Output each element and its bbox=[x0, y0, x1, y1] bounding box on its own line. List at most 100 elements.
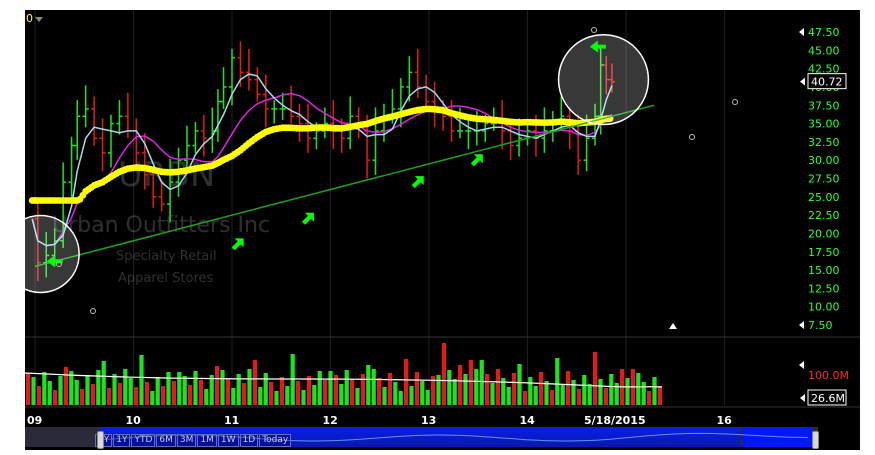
volume-bar-up bbox=[112, 374, 117, 405]
volume-bar-up bbox=[236, 374, 241, 405]
scroll-up-icon bbox=[669, 323, 677, 329]
volume-bar-down bbox=[387, 373, 392, 405]
x-tick-label: 13 bbox=[421, 414, 436, 427]
volume-bar-up bbox=[641, 382, 646, 405]
volume-bar-down bbox=[171, 381, 176, 405]
candle-up bbox=[541, 107, 548, 153]
marker-ring bbox=[56, 261, 62, 267]
y-tick-label: 22.50 bbox=[808, 209, 840, 222]
volume-bar-up bbox=[209, 375, 214, 405]
volume-bar-down bbox=[377, 378, 382, 405]
volume-bar-up bbox=[452, 379, 457, 405]
volume-bar-down bbox=[441, 343, 446, 405]
volume-bar-up bbox=[312, 385, 317, 405]
volume-bar-down bbox=[333, 375, 338, 405]
volume-bar-up bbox=[328, 371, 333, 405]
candle-up bbox=[558, 96, 565, 131]
volume-bar-down bbox=[269, 382, 274, 405]
volume-bar-up bbox=[528, 377, 533, 405]
volume-bar-up bbox=[31, 377, 36, 405]
marker-ring bbox=[732, 99, 738, 105]
volume-bar-down bbox=[306, 376, 311, 405]
volume-bar-up bbox=[301, 390, 306, 405]
volume-bar-up bbox=[150, 391, 155, 405]
candle-up bbox=[406, 56, 413, 102]
volume-bar-up bbox=[47, 381, 52, 405]
watermark-industry: Apparel Stores bbox=[118, 271, 214, 286]
volume-bar-down bbox=[107, 388, 112, 405]
settings-glyph[interactable]: 0 bbox=[26, 12, 33, 25]
volume-tick-label: 100.0M bbox=[808, 369, 849, 382]
current-price-box bbox=[807, 73, 847, 90]
watermark-sector: Specialty Retail bbox=[116, 249, 217, 264]
volume-bar-up bbox=[74, 380, 79, 405]
range-button-ytd[interactable]: YTD bbox=[131, 434, 156, 447]
range-button-1w[interactable]: 1W bbox=[217, 434, 239, 447]
volume-bar-up bbox=[247, 369, 252, 405]
range-button-3m[interactable]: 3M bbox=[176, 434, 197, 447]
annotation-arrow-icon bbox=[411, 176, 424, 189]
y-tick-label: 42.50 bbox=[808, 63, 840, 76]
axis-marker-icon bbox=[799, 361, 804, 369]
volume-bar-up bbox=[409, 386, 414, 405]
y-tick-label: 25.00 bbox=[808, 191, 840, 204]
volume-bar-up bbox=[393, 382, 398, 405]
volume-bar-up bbox=[263, 373, 268, 405]
candle-down bbox=[245, 48, 252, 91]
volume-bar-down bbox=[549, 390, 554, 405]
volume-bar-down bbox=[53, 390, 58, 405]
time-axis: 09 10 11 12 13 14 5/18/2015 16 bbox=[27, 414, 732, 427]
range-button-1y[interactable]: 1Y bbox=[113, 434, 131, 447]
timeline-handle-left[interactable] bbox=[97, 431, 104, 449]
candle-up bbox=[397, 78, 404, 128]
candle-down bbox=[296, 103, 303, 142]
candle-up bbox=[74, 100, 81, 161]
volume-bar-down bbox=[215, 366, 220, 405]
volume-bar-up bbox=[609, 374, 614, 405]
volume-bar-down bbox=[323, 380, 328, 405]
volume-bar-up bbox=[571, 380, 576, 405]
volume-bar-up bbox=[193, 371, 198, 405]
x-tick-label: 09 bbox=[27, 414, 42, 427]
y-tick-label: 45.00 bbox=[808, 44, 840, 57]
candle-up bbox=[214, 89, 221, 142]
range-button-1m[interactable]: 1M bbox=[197, 434, 217, 447]
candle-up bbox=[279, 92, 286, 120]
y-tick-label: 20.00 bbox=[808, 227, 840, 240]
candle-down bbox=[254, 67, 261, 102]
annotations-layer bbox=[1, 27, 738, 329]
volume-bar-down bbox=[279, 377, 284, 405]
volume-bar-up bbox=[425, 390, 430, 405]
candle-up bbox=[220, 67, 227, 109]
candle-up bbox=[524, 122, 531, 146]
volume-bar-up bbox=[285, 386, 290, 405]
volume-bar-up bbox=[479, 360, 484, 405]
candle-down bbox=[91, 96, 98, 146]
x-tick-label: 12 bbox=[323, 414, 338, 427]
volume-bar-down bbox=[161, 386, 166, 405]
volume-bar-down bbox=[647, 391, 652, 405]
volume-bar-down bbox=[225, 379, 230, 405]
y-tick-label: 37.50 bbox=[808, 99, 840, 112]
volume-bar-up bbox=[166, 372, 171, 405]
candle-up bbox=[229, 48, 235, 106]
volume-layer bbox=[24, 343, 663, 405]
candle-up bbox=[68, 136, 75, 201]
candle-down bbox=[99, 118, 106, 172]
range-button-today[interactable]: Today bbox=[259, 434, 292, 447]
x-tick-label: 11 bbox=[224, 414, 239, 427]
volume-bar-down bbox=[198, 380, 203, 405]
volume-bar-down bbox=[296, 381, 301, 405]
candle-up bbox=[192, 122, 199, 153]
candle-down bbox=[608, 63, 615, 93]
triangle-down-icon[interactable] bbox=[35, 17, 43, 22]
volume-bar-up bbox=[555, 358, 560, 405]
range-button-6m[interactable]: 6M bbox=[156, 434, 176, 447]
trendline bbox=[34, 104, 655, 268]
volume-bar-up bbox=[474, 369, 479, 405]
range-button-1d[interactable]: 1D bbox=[239, 434, 259, 447]
volume-bar-up bbox=[382, 387, 387, 405]
timeline-handle-right[interactable] bbox=[812, 431, 819, 449]
annotation-arrow-icon bbox=[589, 40, 606, 53]
